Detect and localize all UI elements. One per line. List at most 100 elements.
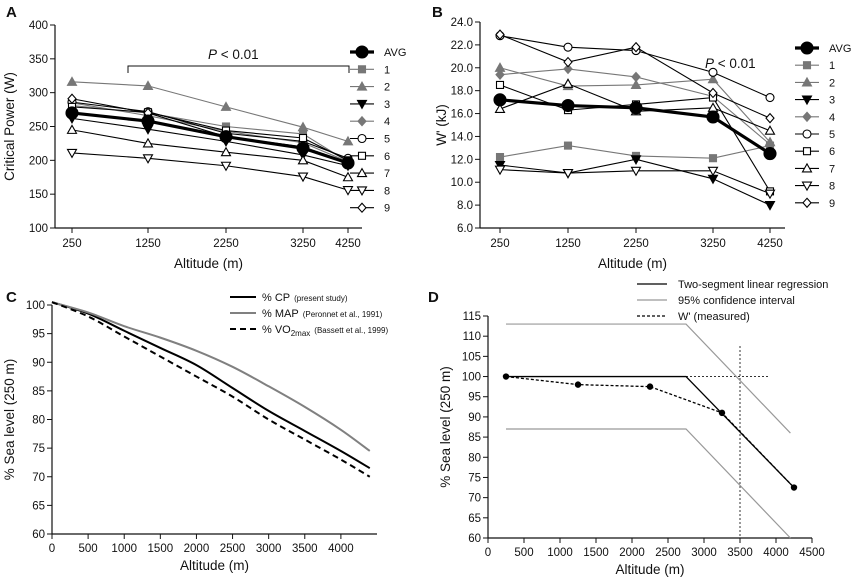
y-tick-label: 105 bbox=[462, 351, 481, 363]
legend-label-2: % VO2max (Bassett et al., 1999) bbox=[262, 324, 388, 338]
y-tick-label: 70 bbox=[32, 472, 45, 484]
y-tick-label: 22.0 bbox=[451, 40, 473, 52]
series-curve-1 bbox=[51, 301, 371, 452]
y-tick-label: 300 bbox=[29, 88, 48, 100]
data-point-6 bbox=[298, 133, 308, 143]
p-value-italic: P bbox=[705, 56, 714, 71]
data-point-2 bbox=[297, 121, 309, 132]
x-tick-label: 1500 bbox=[583, 547, 609, 559]
legend-label-0: Two-segment linear regression bbox=[678, 279, 828, 291]
data-point-AVG bbox=[706, 110, 720, 124]
legend-name: % CP bbox=[262, 292, 290, 304]
y-tick-label: 95 bbox=[468, 392, 481, 404]
data-point-AVG bbox=[629, 101, 643, 115]
p-value-text: < 0.01 bbox=[714, 56, 756, 71]
measured-point bbox=[790, 484, 798, 491]
x-tick-label: 1000 bbox=[111, 543, 137, 555]
legend-marker-8 bbox=[356, 186, 368, 197]
y-tick-label: 85 bbox=[32, 386, 45, 398]
legend-label-AVG: AVG bbox=[384, 47, 406, 59]
data-point-AVG bbox=[296, 141, 310, 155]
legend-name: % VO bbox=[262, 324, 291, 336]
legend-marker-8 bbox=[801, 181, 813, 192]
series-line-8 bbox=[71, 152, 349, 191]
legend-subscript: 2max bbox=[291, 329, 311, 338]
legend-marker-3 bbox=[801, 95, 813, 106]
y-tick-label: 16.0 bbox=[451, 109, 473, 121]
legend-label-1: 1 bbox=[384, 64, 390, 76]
data-point-3 bbox=[630, 155, 642, 165]
legend-label-2: 2 bbox=[829, 77, 835, 89]
legend-label-1: 95% confidence interval bbox=[678, 295, 795, 307]
y-tick-label: 60 bbox=[32, 529, 45, 541]
x-axis-label: Altitude (m) bbox=[598, 256, 667, 271]
data-point-9 bbox=[765, 112, 775, 124]
data-point-AVG bbox=[341, 156, 355, 170]
data-point-1 bbox=[495, 152, 505, 162]
measured-point bbox=[646, 383, 654, 390]
x-tick-label: 250 bbox=[62, 238, 81, 250]
x-tick-label: 4000 bbox=[328, 543, 354, 555]
data-point-AVG bbox=[561, 98, 575, 113]
series-curve-0 bbox=[51, 301, 371, 470]
measured-line bbox=[505, 375, 795, 488]
legend-marker-4 bbox=[802, 111, 812, 123]
data-point-2 bbox=[707, 73, 719, 84]
p-value-annotation: P < 0.01 bbox=[705, 56, 756, 71]
x-tick-label: 250 bbox=[490, 238, 509, 250]
legend-label-8: 8 bbox=[829, 181, 835, 193]
y-tick-label: 200 bbox=[29, 155, 48, 167]
x-tick-label: 1000 bbox=[547, 547, 573, 559]
legend-marker-2 bbox=[356, 80, 368, 91]
data-point-AVG bbox=[493, 93, 507, 107]
x-tick-label: 4500 bbox=[799, 547, 825, 559]
y-axis-label: % Sea level (250 m) bbox=[2, 359, 17, 481]
legend-label-1: 1 bbox=[829, 60, 835, 72]
data-point-2 bbox=[630, 79, 642, 89]
legend-label-2: W' (measured) bbox=[678, 311, 750, 323]
y-tick-label: 14.0 bbox=[451, 131, 473, 143]
legend-source: (Bassett et al., 1999) bbox=[314, 326, 388, 335]
y-tick-label: 65 bbox=[32, 500, 45, 512]
legend-marker-6 bbox=[357, 151, 367, 160]
legend-marker-7 bbox=[801, 162, 813, 173]
y-tick-label: 75 bbox=[32, 443, 45, 455]
legend-label-4: 4 bbox=[384, 116, 390, 128]
legend-label-8: 8 bbox=[384, 185, 390, 197]
x-tick-label: 2500 bbox=[220, 543, 246, 555]
measured-point bbox=[574, 381, 582, 388]
data-point-4 bbox=[495, 69, 505, 80]
data-point-9 bbox=[495, 29, 505, 40]
legend-label-5: 5 bbox=[384, 134, 390, 146]
y-axis-label: % Sea level (250 m) bbox=[438, 366, 453, 488]
x-tick-label: 3500 bbox=[727, 547, 753, 559]
y-tick-label: 70 bbox=[468, 493, 481, 505]
x-axis-label: Altitude (m) bbox=[615, 562, 684, 577]
x-tick-label: 0 bbox=[49, 543, 55, 555]
data-point-8 bbox=[562, 169, 574, 179]
data-point-7 bbox=[764, 125, 776, 135]
legend-marker-6 bbox=[802, 147, 812, 156]
data-point-5 bbox=[765, 92, 775, 103]
panel-d-two-segment-regression: D 60 65 70 75 80 85 90 95 100 105 110 115 0 500 1000 150… bbox=[428, 279, 828, 577]
y-tick-label: 100 bbox=[26, 300, 45, 312]
data-point-4 bbox=[631, 71, 641, 83]
x-tick-label: 3000 bbox=[691, 547, 717, 559]
legend-marker-1 bbox=[802, 61, 812, 70]
x-tick-label: 2000 bbox=[619, 547, 645, 559]
x-tick-label: 1250 bbox=[135, 238, 161, 250]
x-tick-label: 3500 bbox=[292, 543, 318, 555]
y-tick-label: 80 bbox=[32, 415, 45, 427]
data-point-7 bbox=[142, 137, 154, 148]
legend-name: % MAP bbox=[262, 308, 299, 320]
x-axis-label: Altitude (m) bbox=[180, 558, 249, 573]
panel-b-w-prime: B 6.0 8.0 10.0 12.0 14.0 16.0 18.0 20.0 22.0 24.0 2… bbox=[432, 4, 851, 271]
data-point-6 bbox=[495, 80, 505, 89]
x-tick-label: 4000 bbox=[763, 547, 789, 559]
y-tick-label: 6.0 bbox=[457, 223, 473, 235]
legend-marker-9 bbox=[802, 197, 812, 209]
data-point-8 bbox=[297, 172, 309, 183]
data-point-8 bbox=[220, 161, 232, 172]
